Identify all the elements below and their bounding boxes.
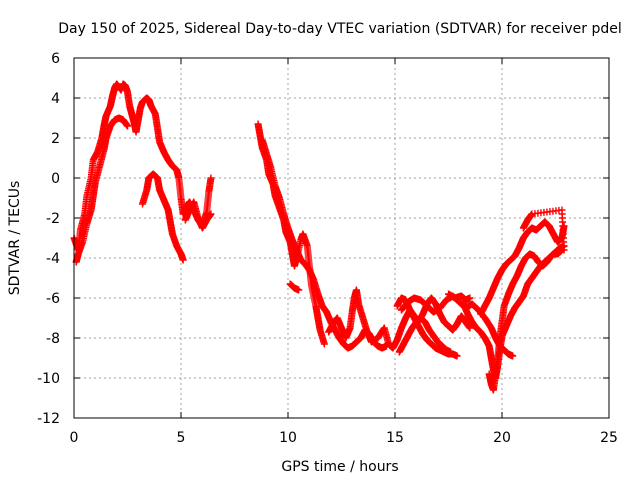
plot-frame <box>73 57 610 419</box>
x-tick-label: 15 <box>386 430 404 446</box>
y-axis-label: SDTVAR / TECUs <box>7 181 23 296</box>
x-tick-label: 10 <box>279 430 297 446</box>
y-tick-label: -2 <box>46 211 60 227</box>
data-point-marker <box>320 340 328 348</box>
series-track-b <box>72 114 131 266</box>
chart-title: Day 150 of 2025, Sidereal Day-to-day VTE… <box>58 21 622 37</box>
y-tick-label: -8 <box>46 331 60 347</box>
data-point-marker <box>207 210 215 218</box>
data-point-marker <box>466 324 474 332</box>
data-point-marker <box>179 256 187 264</box>
x-tick-label: 0 <box>70 430 79 446</box>
tick-labels: 0 5 10 15 20 25 -12 -10 -8 -6 -4 -2 0 2 4 6 <box>37 51 618 446</box>
data-point-marker <box>295 286 303 294</box>
y-tick-label: 0 <box>51 171 60 187</box>
y-tick-label: -12 <box>37 411 60 427</box>
data-point-marker <box>509 352 517 360</box>
y-tick-label: -4 <box>46 251 60 267</box>
series-track-p <box>519 206 568 254</box>
data-point-marker <box>207 174 215 182</box>
series-track-o <box>477 218 568 318</box>
x-tick-label: 5 <box>177 430 186 446</box>
series-track-c <box>138 170 187 264</box>
x-tick-label: 25 <box>600 430 618 446</box>
series-track-g <box>286 280 303 294</box>
y-tick-label: 6 <box>51 51 60 67</box>
y-tick-label: 4 <box>51 91 60 107</box>
y-tick-label: -6 <box>46 291 60 307</box>
data-point-marker <box>453 352 461 360</box>
y-tick-label: 2 <box>51 131 60 147</box>
series-track-a <box>70 80 215 254</box>
data-point-marker <box>124 122 131 130</box>
data-points <box>70 80 568 394</box>
data-point-marker <box>447 348 455 356</box>
y-tick-label: -10 <box>37 371 60 387</box>
data-point-marker <box>560 246 568 254</box>
series-track-j <box>395 314 455 356</box>
x-tick-label: 20 <box>493 430 511 446</box>
data-point-marker <box>466 294 474 302</box>
series-track-d <box>181 198 215 232</box>
x-axis-label: GPS time / hours <box>281 459 398 475</box>
series-track-l <box>445 290 474 304</box>
series-track-n <box>485 242 568 394</box>
